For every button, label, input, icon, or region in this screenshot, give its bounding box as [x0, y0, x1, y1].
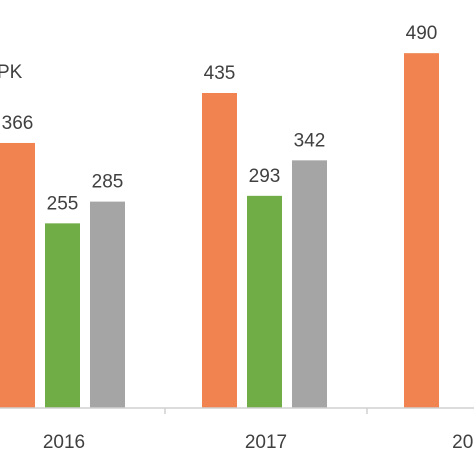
- bar: [247, 195, 282, 408]
- bar-value-label: 293: [249, 166, 281, 187]
- bar-value-label: 366: [2, 113, 34, 134]
- bar: [404, 53, 439, 408]
- bar: [45, 223, 80, 408]
- bar-value-label: 435: [204, 63, 236, 84]
- legend-fragment: PK: [0, 62, 23, 83]
- bar-value-label: 285: [92, 172, 124, 193]
- bar: [202, 93, 237, 408]
- x-tick-labels: 2016 2017 201: [43, 432, 474, 453]
- bar-value-label: 490: [406, 23, 438, 44]
- bar-value-label: 342: [294, 130, 326, 151]
- bars: [0, 53, 439, 408]
- x-tick-label: 201: [452, 432, 474, 453]
- bar-value-label: 255: [47, 193, 79, 214]
- x-tick-label: 2016: [43, 432, 85, 453]
- bar: [292, 160, 327, 408]
- bar: [0, 142, 35, 408]
- bar: [90, 201, 125, 408]
- value-labels: 366 435 490 255 293 285 342: [2, 23, 438, 214]
- x-tick-label: 2017: [245, 432, 287, 453]
